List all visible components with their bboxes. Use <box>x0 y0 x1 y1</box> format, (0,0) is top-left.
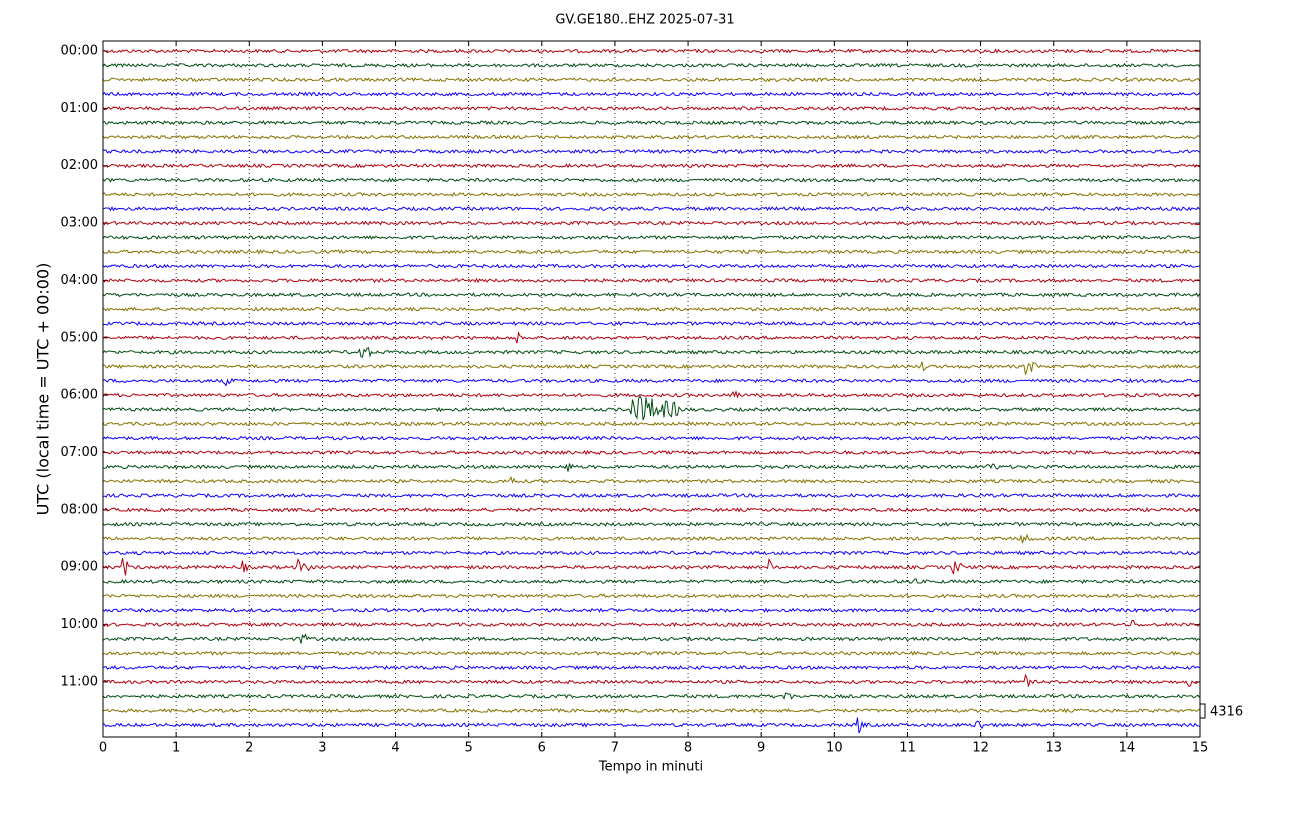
scale-bar <box>1200 703 1206 719</box>
trace <box>102 163 1200 169</box>
trace <box>102 331 1200 344</box>
trace <box>102 148 1200 155</box>
trace <box>102 177 1200 183</box>
x-tick-label: 1 <box>172 741 180 756</box>
trace <box>102 593 1200 599</box>
trace <box>102 619 1200 628</box>
trace <box>102 249 1200 255</box>
scale-label: 4316 <box>1210 705 1243 720</box>
trace <box>102 449 1200 456</box>
trace <box>102 191 1200 198</box>
y-tick-label: 04:00 <box>61 273 98 288</box>
trace <box>102 475 1200 484</box>
x-tick-label: 7 <box>611 741 619 756</box>
x-tick-label: 12 <box>972 741 989 756</box>
trace <box>102 234 1200 241</box>
y-axis-label: UTC (local time = UTC + 00:00) <box>34 263 53 516</box>
trace <box>102 607 1200 613</box>
trace <box>102 664 1200 671</box>
trace <box>102 134 1200 140</box>
trace <box>102 62 1200 69</box>
trace <box>103 361 1200 375</box>
trace <box>102 320 1200 327</box>
trace <box>102 48 1200 54</box>
trace <box>102 105 1200 111</box>
x-tick-label: 6 <box>538 741 546 756</box>
trace <box>102 377 1200 387</box>
x-tick-label: 2 <box>245 741 253 756</box>
trace <box>102 77 1200 83</box>
x-tick-label: 4 <box>391 741 399 756</box>
trace <box>102 306 1200 312</box>
y-tick-label: 03:00 <box>61 216 98 231</box>
trace <box>102 91 1200 97</box>
x-tick-label: 11 <box>899 741 916 756</box>
trace <box>102 277 1200 284</box>
y-tick-label: 08:00 <box>61 502 98 517</box>
trace <box>102 717 1200 734</box>
trace <box>102 633 1200 644</box>
trace <box>102 463 1200 472</box>
x-tick-label: 9 <box>757 741 765 756</box>
trace <box>102 346 1200 358</box>
trace <box>102 692 1200 701</box>
y-tick-label: 01:00 <box>61 101 98 116</box>
trace <box>102 206 1200 212</box>
y-tick-label: 10:00 <box>61 617 98 632</box>
x-tick-label: 5 <box>465 741 473 756</box>
trace <box>102 650 1200 656</box>
trace <box>102 389 1200 399</box>
trace <box>102 421 1200 427</box>
y-tick-label: 05:00 <box>61 330 98 345</box>
x-tick-label: 13 <box>1045 741 1062 756</box>
y-tick-label: 02:00 <box>61 158 98 173</box>
trace <box>102 708 1200 714</box>
x-tick-label: 10 <box>826 741 843 756</box>
x-axis-label: Tempo in minuti <box>598 760 703 775</box>
trace <box>102 673 1200 688</box>
trace <box>102 521 1200 527</box>
trace <box>102 220 1200 226</box>
x-tick-label: 0 <box>99 741 107 756</box>
trace <box>102 492 1200 499</box>
trace <box>102 292 1200 298</box>
y-tick-label: 09:00 <box>61 560 98 575</box>
trace <box>102 507 1200 513</box>
y-tick-label: 06:00 <box>61 388 98 403</box>
trace <box>102 263 1200 269</box>
x-tick-label: 14 <box>1119 741 1136 756</box>
y-tick-label: 00:00 <box>61 44 98 59</box>
x-tick-label: 3 <box>318 741 326 756</box>
trace <box>102 550 1200 556</box>
trace <box>102 578 1200 585</box>
y-tick-label: 11:00 <box>61 674 98 689</box>
x-tick-label: 8 <box>684 741 692 756</box>
chart-title: GV.GE180..EHZ 2025-07-31 <box>555 13 734 28</box>
x-tick-label: 15 <box>1192 741 1209 756</box>
trace <box>102 394 1200 421</box>
trace <box>102 533 1200 544</box>
plot-frame <box>102 40 1201 738</box>
trace <box>102 120 1200 126</box>
trace <box>102 435 1200 441</box>
y-tick-label: 07:00 <box>61 445 98 460</box>
trace <box>102 557 1200 576</box>
